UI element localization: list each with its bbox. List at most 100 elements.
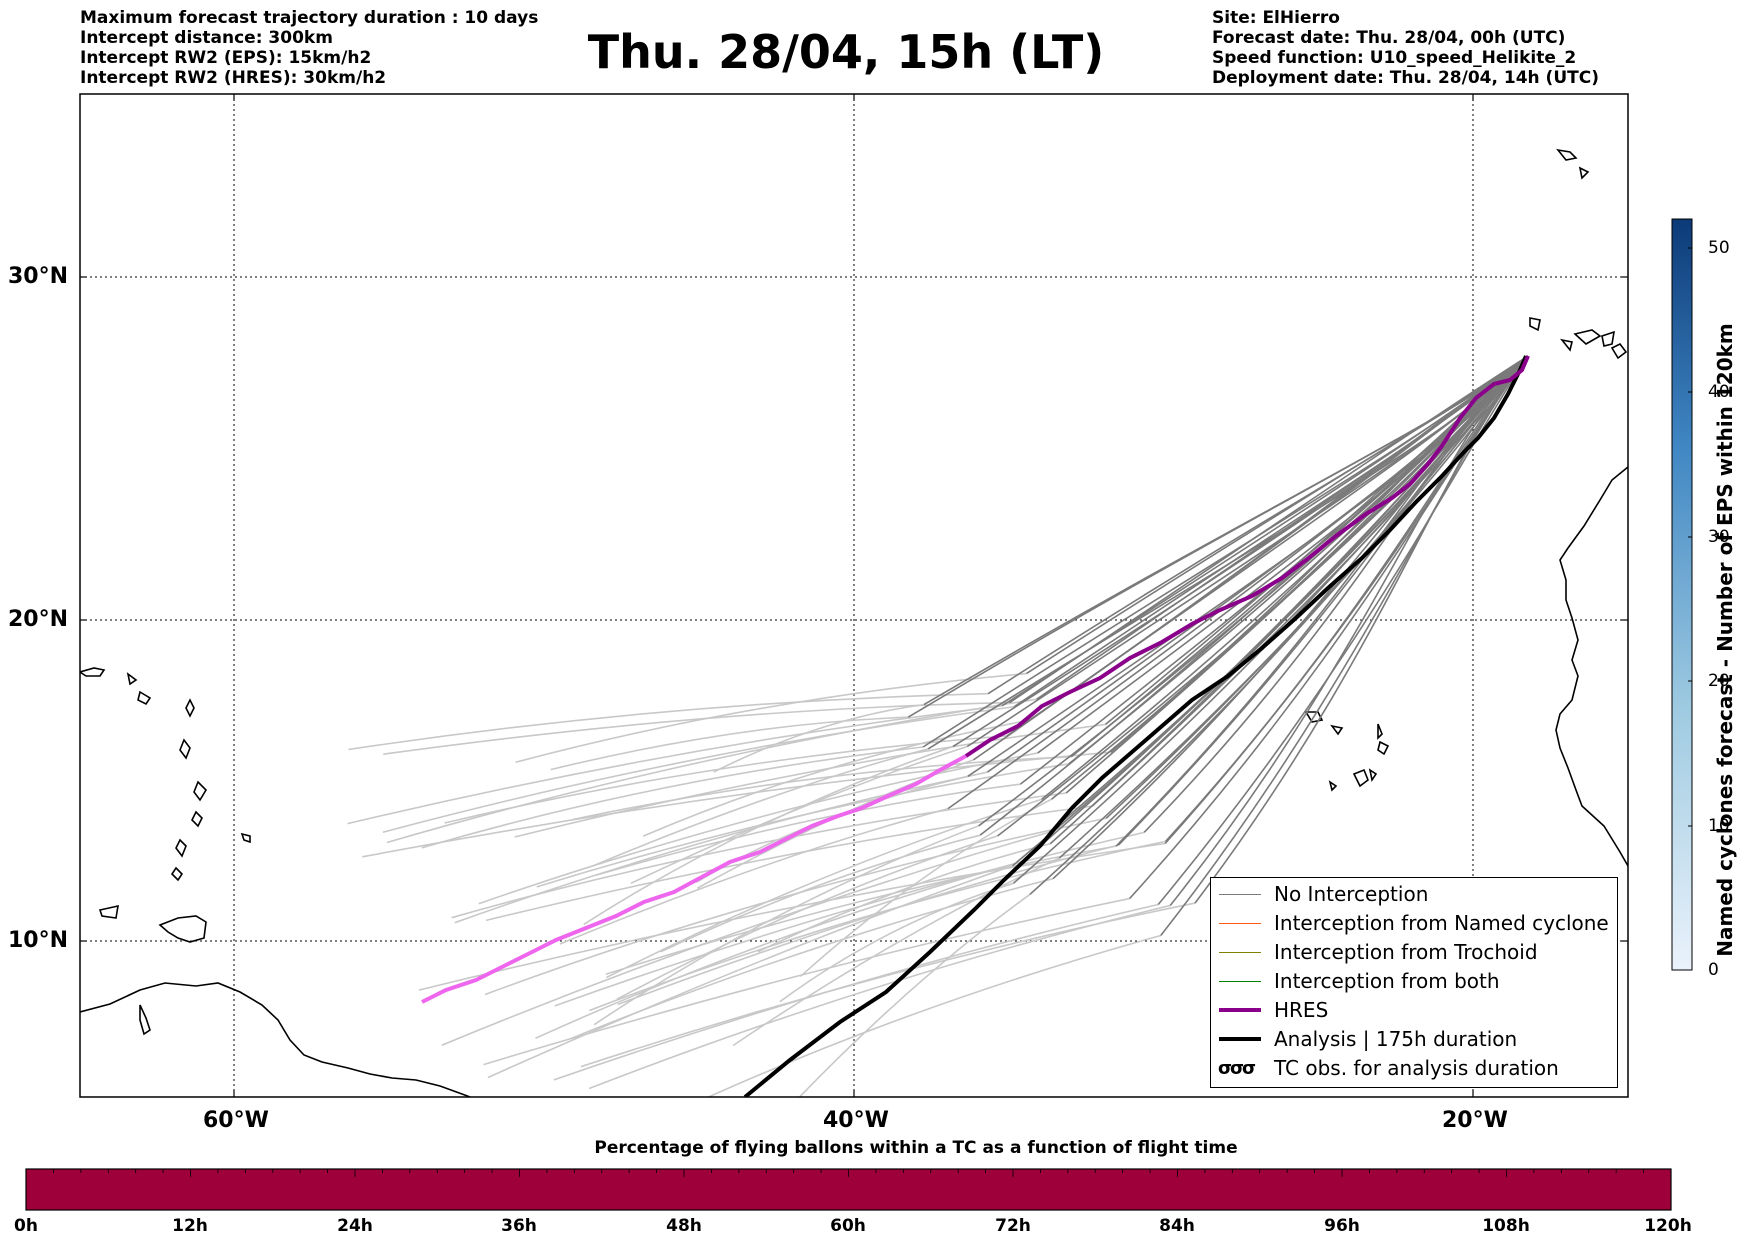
eps-trajectory-line-late — [595, 783, 1021, 877]
eps-trajectory-line — [1128, 355, 1529, 900]
eps-trajectory-line-late — [478, 752, 1038, 905]
legend-item: Analysis | 175h duration — [1211, 1025, 1617, 1054]
speed-function-text: Speed function: U10_speed_Helikite_2 — [1212, 48, 1577, 68]
eps-trajectories-late — [347, 672, 1196, 1097]
legend-label: Interception from Trochoid — [1274, 940, 1538, 964]
bottom-tick-label: 72h — [995, 1216, 1031, 1236]
eps-trajectory-line — [1012, 355, 1529, 867]
eps-trajectory-line-late — [605, 798, 1042, 979]
island-coast — [80, 667, 106, 677]
bottom-tick-label: 96h — [1324, 1216, 1360, 1236]
eps-trajectory-line-late — [732, 857, 1060, 1047]
eps-trajectory-line-late — [660, 834, 981, 953]
eps-trajectory-line-late — [444, 734, 1008, 824]
eps-trajectory-line-late — [605, 845, 1117, 976]
bottom-tick-label: 84h — [1159, 1216, 1195, 1236]
island-coast — [191, 810, 203, 828]
bottom-tick-label: 0h — [14, 1216, 38, 1236]
eps-trajectory-line — [1052, 355, 1529, 880]
eps-trajectory-line-late — [382, 705, 1015, 834]
eps-trajectory-line-late — [485, 805, 1093, 922]
lat-label-20n: 20°N — [8, 607, 69, 632]
legend-label: TC obs. for analysis duration — [1274, 1056, 1559, 1080]
colorbar-tick-label: 0 — [1708, 960, 1719, 980]
island-coast — [1573, 329, 1602, 345]
bottom-tick-label: 12h — [172, 1216, 208, 1236]
eps-trajectory-line-late — [347, 705, 1003, 825]
island-coast — [1377, 740, 1390, 756]
eps-trajectory-line-late — [514, 723, 1106, 838]
island-coast — [137, 690, 152, 706]
header-left-info: Maximum forecast trajectory duration : 1… — [80, 8, 538, 88]
island-coast — [1578, 166, 1590, 180]
island-coast — [1556, 148, 1578, 161]
coastlines — [80, 148, 1628, 1097]
legend-item: Interception from Named cyclone — [1211, 909, 1617, 938]
legend-swatch — [1219, 981, 1261, 982]
eps-trajectory-line-late — [362, 751, 1111, 858]
bottom-tick-label: 60h — [830, 1216, 866, 1236]
island-coast — [139, 1004, 151, 1036]
legend-swatch — [1219, 952, 1261, 953]
trinidad-coast — [158, 915, 207, 943]
island-coast — [193, 780, 208, 802]
eps-trajectory-line-late — [591, 748, 929, 868]
eps-trajectory-line-late — [589, 840, 1166, 1012]
island-coast — [1610, 342, 1628, 360]
bottom-bar-ticks — [25, 1169, 1672, 1177]
island-coast — [1304, 711, 1324, 723]
eps-trajectory-line-late — [706, 934, 1161, 1097]
eps-trajectory-line-late — [348, 692, 989, 751]
colorbar-tick-label: 10 — [1708, 816, 1730, 836]
eps-trajectory-line — [1157, 355, 1529, 906]
page-title: Thu. 28/04, 15h (LT) — [0, 22, 1752, 82]
legend-item: Interception from both — [1211, 967, 1617, 996]
legend-swatch — [1219, 1008, 1261, 1012]
map-legend: No Interception Interception from Named … — [1210, 877, 1618, 1088]
legend-item: HRES — [1211, 996, 1617, 1025]
eps-trajectory-line-late — [593, 825, 980, 1026]
lon-label-60w: 60°W — [203, 1108, 269, 1133]
eps-trajectory-line-late — [713, 703, 925, 773]
legend-label: No Interception — [1274, 882, 1429, 906]
eps-trajectory-line-late — [484, 817, 1107, 996]
hres-trajectory — [964, 355, 1530, 758]
colorbar-tick-label: 20 — [1708, 671, 1730, 691]
legend-swatch — [1219, 1037, 1261, 1041]
bottom-tick-label: 24h — [337, 1216, 373, 1236]
map-ticks — [80, 94, 1628, 1097]
island-coast — [179, 738, 191, 760]
legend-label: Interception from both — [1274, 969, 1500, 993]
intercept-eps-text: Intercept RW2 (EPS): 15km/h2 — [80, 48, 372, 68]
eps-trajectory-line-late — [515, 672, 1027, 764]
colorbar-tick-label: 40 — [1708, 382, 1730, 402]
bottom-bar-title: Percentage of flying ballons within a TC… — [594, 1138, 1238, 1158]
eps-trajectory-line — [1008, 355, 1529, 704]
eps-trajectory-line — [1160, 355, 1529, 936]
site-text: Site: ElHierro — [1212, 8, 1340, 28]
eps-trajectory-line-late — [799, 798, 1052, 978]
eps-trajectory-line — [973, 355, 1529, 761]
hres-trajectory-late — [421, 754, 967, 1004]
eps-trajectory-line-late — [798, 893, 1031, 1097]
eps-trajectory-line-late — [383, 701, 1010, 756]
bottom-tick-label: 48h — [666, 1216, 702, 1236]
island-coast — [1529, 317, 1541, 332]
island-coast — [1330, 724, 1344, 736]
island-coast — [1352, 768, 1369, 788]
lon-label-40w: 40°W — [823, 1108, 889, 1133]
africa-coast — [1555, 466, 1628, 867]
lon-label-20w: 20°W — [1442, 1108, 1508, 1133]
deployment-date-text: Deployment date: Thu. 28/04, 14h (UTC) — [1212, 68, 1599, 88]
bottom-tick-label: 120h — [1644, 1216, 1692, 1236]
legend-item: σσσ TC obs. for analysis duration — [1211, 1054, 1617, 1083]
island-coast — [126, 672, 138, 686]
colorbar-label: Named cyclones forecast - Number of EPS … — [1713, 323, 1737, 957]
colorbar-ticks — [1688, 247, 1692, 971]
legend-swatch — [1219, 923, 1261, 924]
eps-trajectory-line-late — [550, 716, 909, 771]
island-coast — [1560, 338, 1573, 352]
eps-trajectory-line-late — [487, 864, 1013, 1079]
max-duration-text: Maximum forecast trajectory duration : 1… — [80, 8, 539, 28]
island-coast — [1328, 780, 1338, 792]
